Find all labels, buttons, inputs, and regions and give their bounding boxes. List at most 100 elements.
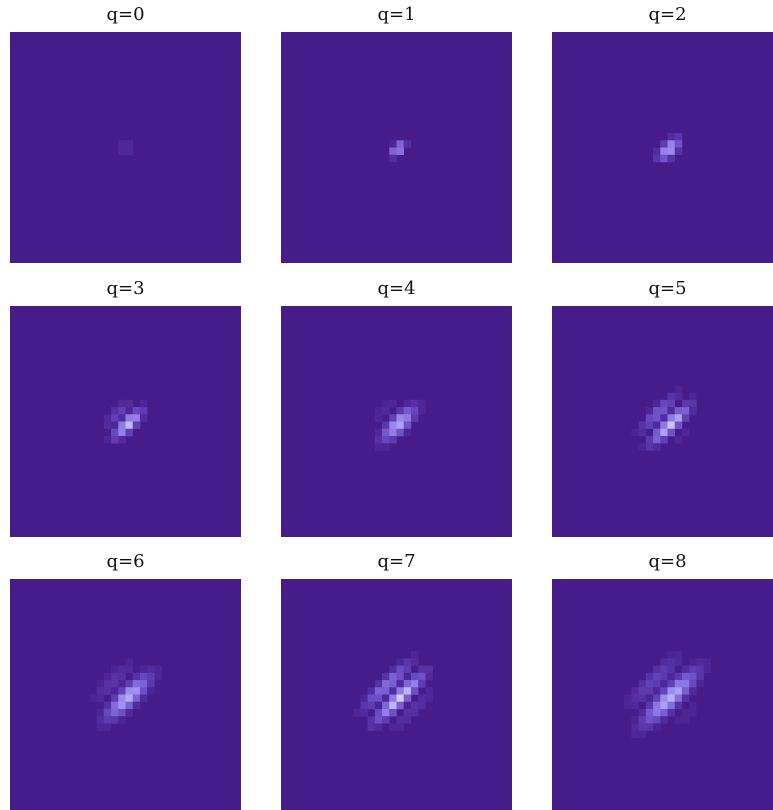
heatmap-cell (118, 687, 126, 695)
heatmap-cell (132, 407, 141, 415)
heatmap-cell (396, 680, 405, 688)
heatmap-cell (689, 701, 697, 710)
heatmap-cell (418, 672, 426, 681)
heatmap-cell (96, 708, 105, 717)
heatmap-cell (667, 708, 676, 717)
heatmap-cell (125, 687, 134, 695)
heatmap-q0 (10, 32, 241, 263)
heatmap-cell (111, 435, 119, 444)
heatmap-cell (624, 694, 632, 703)
heatmap-cell (660, 435, 668, 444)
heatmap-cell (667, 658, 676, 666)
heatmap-cell (674, 133, 683, 141)
heatmap-cell (96, 716, 105, 724)
heatmap-cell (382, 399, 390, 408)
heatmap-cell (403, 407, 412, 415)
heatmap-cell (382, 435, 390, 444)
heatmap-cell (382, 443, 390, 451)
heatmap-cell (139, 694, 148, 703)
heatmap-cell (674, 414, 683, 422)
heatmap-cell (410, 701, 419, 710)
heatmap-cell (389, 147, 397, 156)
heatmap-cell (118, 421, 126, 430)
heatmap-cell (660, 140, 668, 148)
heatmap-cell (660, 680, 668, 688)
heatmap-cell (653, 443, 661, 451)
heatmap-cell (653, 687, 661, 695)
heatmap-cell (403, 672, 412, 681)
heatmap-cell (410, 414, 419, 422)
heatmap-cell (118, 428, 126, 437)
heatmap-cell (374, 435, 383, 444)
heatmap-cell (638, 428, 647, 437)
heatmap-cell (103, 680, 112, 688)
heatmap-cell (403, 701, 412, 710)
heatmap-q3 (10, 306, 241, 537)
heatmap-cell (653, 407, 661, 415)
heatmap-cell (389, 723, 397, 731)
heatmap-cell (410, 407, 419, 415)
heatmap-cell (125, 665, 134, 674)
heatmap-cell (132, 672, 141, 681)
heatmap-cell (681, 407, 690, 415)
heatmap-cell (374, 443, 383, 451)
heatmap-cell (674, 687, 683, 695)
heatmap-cell (631, 694, 639, 703)
heatmap-cell (111, 672, 119, 681)
heatmap-cell (139, 687, 148, 695)
heatmap-cell (674, 140, 683, 148)
heatmap-cell (396, 414, 405, 422)
heatmap-cell (360, 708, 368, 717)
heatmap-cell (118, 665, 126, 674)
heatmap-cell (389, 154, 397, 163)
heatmap-cell (653, 680, 661, 688)
heatmap-cell (111, 694, 119, 703)
heatmap-cell (96, 687, 105, 695)
panel-title: q=2 (648, 4, 687, 25)
heatmap-cell (396, 658, 405, 666)
heatmap-cell (689, 665, 697, 674)
heatmap-cell (89, 694, 97, 703)
heatmap-cell (645, 716, 654, 724)
heatmap-cell (660, 147, 668, 156)
heatmap-cell (396, 672, 405, 681)
heatmap-cell (681, 672, 690, 681)
heatmap-cell (410, 658, 419, 666)
heatmap-cell (389, 421, 397, 430)
panel-title: q=6 (106, 551, 145, 572)
heatmap-cell (681, 694, 690, 703)
heatmap-cell (653, 414, 661, 422)
heatmap-cell (703, 658, 712, 666)
heatmap-cell (667, 428, 676, 437)
heatmap-cell (132, 687, 141, 695)
heatmap-cell (118, 140, 126, 148)
heatmap-cell (667, 147, 676, 156)
heatmap-cell (631, 716, 639, 724)
heatmap-cell (367, 716, 376, 724)
heatmap-cell (403, 665, 412, 674)
panel-title: q=4 (377, 278, 416, 299)
heatmap-cell (410, 687, 419, 695)
heatmap-cell (389, 708, 397, 717)
heatmap-cell (645, 687, 654, 695)
heatmap-cell (403, 708, 412, 717)
heatmap-cell (638, 694, 647, 703)
heatmap-cell (638, 716, 647, 724)
heatmap-cell (645, 672, 654, 681)
heatmap-cell (132, 694, 141, 703)
heatmap-cell (103, 723, 112, 731)
heatmap-cell (389, 687, 397, 695)
heatmap-cell (667, 665, 676, 674)
heatmap-cell (118, 672, 126, 681)
heatmap-cell (418, 694, 426, 703)
heatmap-cell (681, 399, 690, 408)
heatmap-cell (396, 694, 405, 703)
heatmap-cell (696, 665, 704, 674)
heatmap-cell (667, 154, 676, 163)
heatmap-cell (660, 154, 668, 163)
heatmap-cell (125, 708, 134, 717)
heatmap-cell (147, 680, 155, 688)
heatmap-cell (139, 399, 148, 408)
heatmap-cell (403, 687, 412, 695)
heatmap-cell (410, 651, 419, 659)
